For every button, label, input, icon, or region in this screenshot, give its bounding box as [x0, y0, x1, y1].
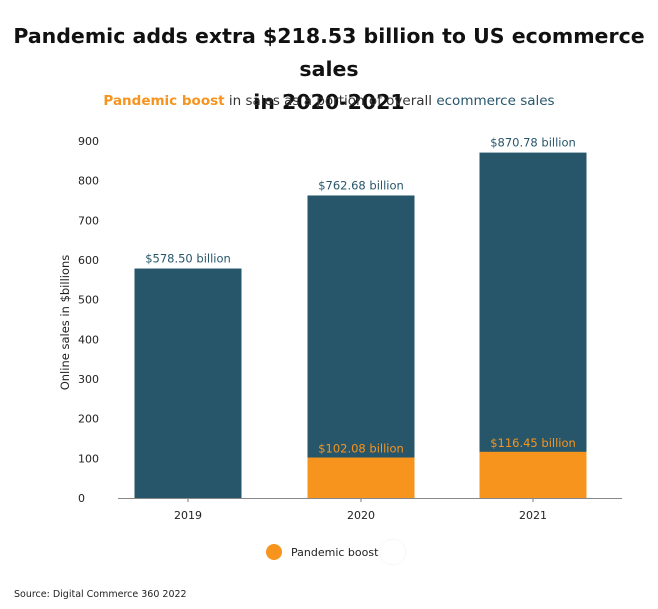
bar-pandemic-boost-2021 — [479, 451, 587, 498]
y-tick-label-300: 300 — [78, 373, 99, 386]
data-label-boost-2021: $116.45 billion — [490, 436, 576, 450]
y-axis-label: Online sales in $billions — [58, 255, 72, 391]
bar-total-2019 — [134, 268, 242, 498]
y-tick-label-500: 500 — [78, 294, 99, 307]
chart-title-line-2: in 2020-2021 — [253, 90, 405, 114]
x-tick-label-2020: 2020 — [347, 509, 375, 522]
data-label-boost-2020: $102.08 billion — [318, 442, 404, 456]
y-tick-label-600: 600 — [78, 254, 99, 267]
y-tick-label-900: 900 — [78, 135, 99, 148]
chart-title: Pandemic adds extra $218.53 billion to U… — [0, 20, 658, 119]
bar-total-2020 — [307, 195, 415, 498]
data-label-total-2020: $762.68 billion — [318, 178, 404, 192]
data-label-total-2019: $578.50 billion — [145, 252, 231, 266]
chart-subtitle: Pandemic boost in sales as a portion of … — [0, 93, 658, 109]
y-tick-label-0: 0 — [78, 492, 85, 505]
y-tick-label-400: 400 — [78, 333, 99, 346]
chart-title-line-1: Pandemic adds extra $218.53 billion to U… — [13, 24, 645, 81]
y-tick-label-700: 700 — [78, 214, 99, 227]
y-tick-label-800: 800 — [78, 175, 99, 188]
bar-pandemic-boost-2020 — [307, 457, 415, 498]
x-tick-label-2021: 2021 — [519, 509, 547, 522]
legend-swatch-ecommerce-sales — [379, 538, 407, 566]
subtitle-middle: in sales as a portion of overall — [224, 93, 437, 109]
legend-swatch-pandemic-boost — [266, 544, 282, 560]
y-tick-label-200: 200 — [78, 413, 99, 426]
data-label-total-2021: $870.78 billion — [490, 136, 576, 150]
legend-label-pandemic-boost: Pandemic boost — [291, 546, 379, 559]
y-tick-label-100: 100 — [78, 452, 99, 465]
source-note: Source: Digital Commerce 360 2022 — [14, 589, 187, 600]
subtitle-pandemic-boost: Pandemic boost — [103, 93, 225, 109]
x-tick-label-2019: 2019 — [174, 509, 202, 522]
subtitle-ecommerce-sales: ecommerce sales — [436, 93, 555, 109]
bar-total-2021 — [479, 152, 587, 498]
